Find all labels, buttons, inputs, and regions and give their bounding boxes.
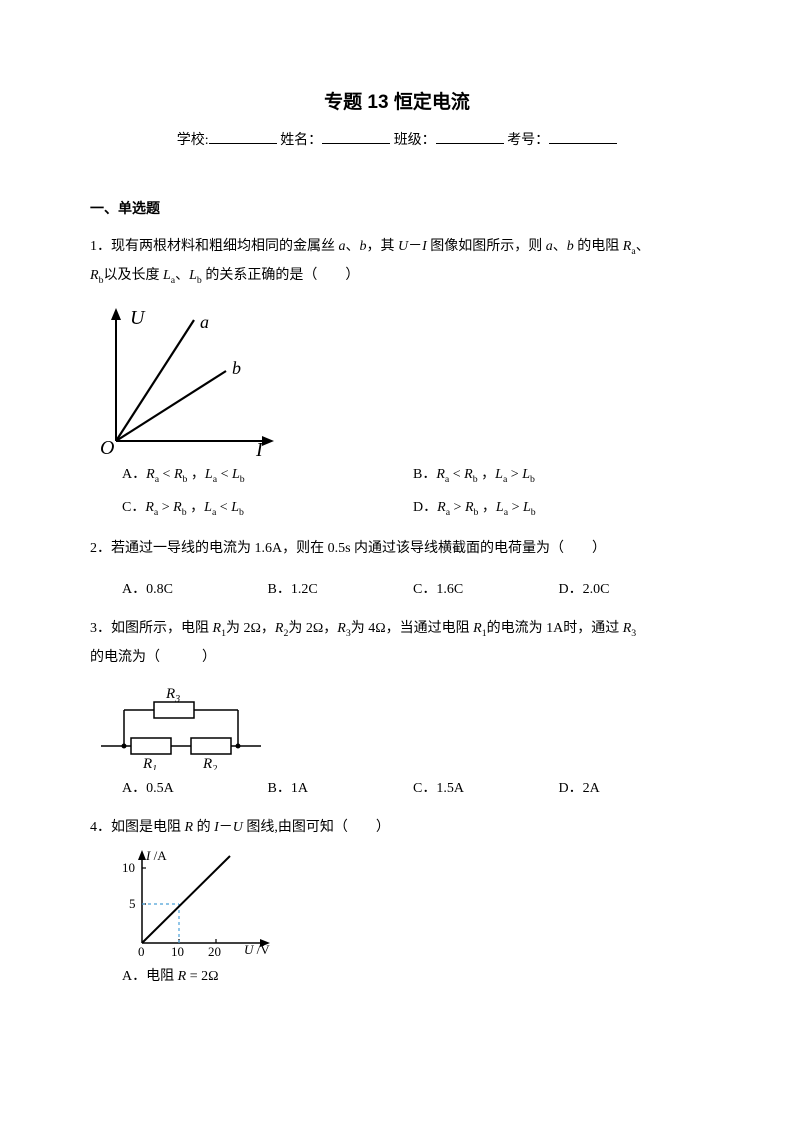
q4-t2: 的 bbox=[193, 820, 211, 835]
q1-optD: D．Ra > Rb ，La > Lb bbox=[413, 497, 704, 520]
q1-t4: 的电阻 bbox=[577, 239, 619, 254]
q3-optA: A．0.5A bbox=[122, 778, 268, 800]
q4-figure: I /A U /V 10 5 0 10 20 bbox=[114, 848, 704, 958]
q1-t6: 的关系正确的是（ ） bbox=[205, 268, 359, 283]
q2-body: 若通过一导线的电流为 1.6A，则在 0.5s 内通过该导线横截面的电荷量为（ … bbox=[111, 541, 606, 556]
q3-t3: 为 2Ω， bbox=[288, 621, 337, 636]
name-blank[interactable] bbox=[322, 128, 390, 144]
q3-optC: C．1.5A bbox=[413, 778, 559, 800]
q2-optA: A．0.8C bbox=[122, 579, 268, 601]
svg-text:I /A: I /A bbox=[145, 848, 167, 863]
q4-t1: 如图是电阻 bbox=[111, 820, 185, 835]
page-title: 专题 13 恒定电流 bbox=[90, 88, 704, 118]
q1-optC: C．Ra > Rb ，La < Lb bbox=[122, 497, 413, 520]
examno-label: 考号： bbox=[507, 133, 549, 148]
name-label: 姓名： bbox=[280, 133, 322, 148]
q3-text: 3．如图所示，电阻 R1为 2Ω，R2为 2Ω，R3为 4Ω，当通过电阻 R1的… bbox=[90, 615, 704, 671]
svg-text:I: I bbox=[255, 439, 264, 456]
q3-num: 3． bbox=[90, 621, 111, 636]
examno-blank[interactable] bbox=[549, 128, 617, 144]
q2-optC: C．1.6C bbox=[413, 579, 559, 601]
school-label: 学校: bbox=[177, 133, 209, 148]
q1-num: 1． bbox=[90, 239, 111, 254]
q1-t5: 以及长度 bbox=[103, 268, 159, 283]
svg-text:20: 20 bbox=[208, 944, 221, 958]
q2-num: 2． bbox=[90, 541, 111, 556]
school-blank[interactable] bbox=[209, 128, 277, 144]
q1-options: A．Ra < Rb ，La < Lb B．Ra < Rb ，La > Lb C．… bbox=[122, 464, 704, 521]
q2-optB: B．1.2C bbox=[268, 579, 414, 601]
svg-text:b: b bbox=[232, 358, 241, 378]
q2-text: 2．若通过一导线的电流为 1.6A，则在 0.5s 内通过该导线横截面的电荷量为… bbox=[90, 535, 704, 563]
q1-text: 1．现有两根材料和粗细均相同的金属丝 a、b，其 U－I 图像如图所示，则 a、… bbox=[90, 233, 704, 290]
q3-t2: 为 2Ω， bbox=[226, 621, 275, 636]
svg-text:U /V: U /V bbox=[244, 942, 270, 957]
svg-text:R2: R2 bbox=[202, 756, 217, 770]
q1-t1: 现有两根材料和粗细均相同的金属丝 bbox=[111, 239, 339, 254]
q1-figure: U I O a b bbox=[96, 306, 704, 456]
q3-t4: 为 4Ω，当通过电阻 bbox=[351, 621, 470, 636]
class-label: 班级： bbox=[394, 133, 436, 148]
q4-num: 4． bbox=[90, 820, 111, 835]
q3-optB: B．1A bbox=[268, 778, 414, 800]
q4-t3: 图线,由图可知（ ） bbox=[246, 820, 390, 835]
q3-t1: 如图所示，电阻 bbox=[111, 621, 209, 636]
q4-text: 4．如图是电阻 R 的 I－U 图线,由图可知（ ） bbox=[90, 814, 704, 842]
q3-options: A．0.5A B．1A C．1.5A D．2A bbox=[122, 778, 704, 800]
q2-options: A．0.8C B．1.2C C．1.6C D．2.0C bbox=[122, 579, 704, 601]
q1-t2: 其 bbox=[381, 239, 395, 254]
header-fields: 学校: 姓名： 班级： 考号： bbox=[90, 128, 704, 152]
svg-text:10: 10 bbox=[171, 944, 184, 958]
q2-optD: D．2.0C bbox=[559, 579, 705, 601]
q1-optA: A．Ra < Rb ，La < Lb bbox=[122, 464, 413, 487]
svg-text:10: 10 bbox=[122, 860, 135, 875]
class-blank[interactable] bbox=[436, 128, 504, 144]
q1-optB: B．Ra < Rb ，La > Lb bbox=[413, 464, 704, 487]
q1-t3: 图像如图所示，则 bbox=[430, 239, 542, 254]
svg-text:a: a bbox=[200, 312, 209, 332]
q3-t5: 的电流为 1A时，通过 bbox=[487, 621, 620, 636]
q4-optA: A．电阻 R = 2Ω bbox=[122, 966, 704, 988]
q3-optD: D．2A bbox=[559, 778, 705, 800]
svg-text:0: 0 bbox=[138, 944, 145, 958]
svg-text:U: U bbox=[130, 307, 146, 329]
svg-text:R1: R1 bbox=[142, 756, 157, 770]
q3-t6: 的电流为（ ） bbox=[90, 650, 216, 665]
q3-figure: R3 R1 R2 bbox=[96, 688, 704, 770]
q4-options: A．电阻 R = 2Ω bbox=[122, 966, 704, 988]
svg-text:5: 5 bbox=[129, 896, 136, 911]
section-title: 一、单选题 bbox=[90, 197, 704, 219]
svg-text:O: O bbox=[100, 437, 114, 456]
